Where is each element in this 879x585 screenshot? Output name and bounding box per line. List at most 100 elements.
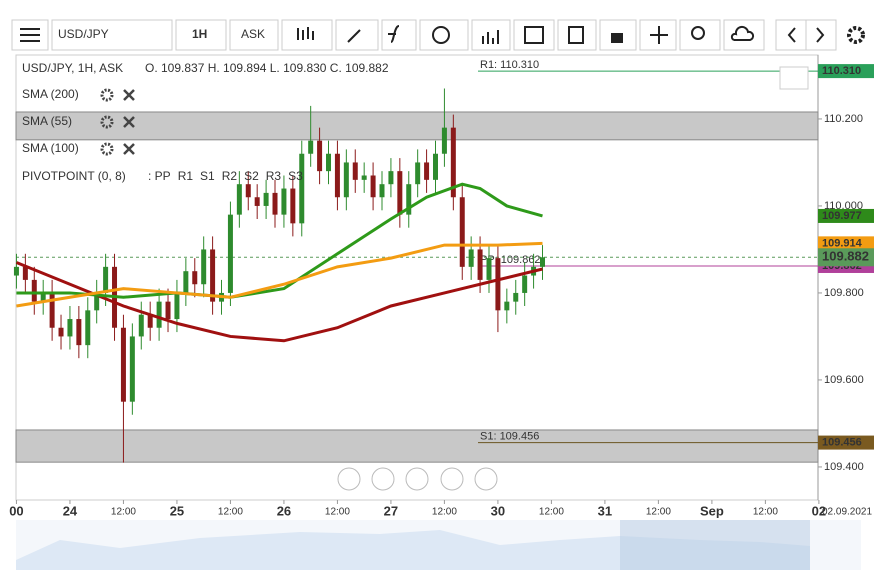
candle-body [156, 301, 162, 328]
sma-line [16, 241, 543, 308]
candle-body [281, 188, 287, 215]
legend-remove-icon[interactable] [123, 143, 135, 155]
candle-body [352, 162, 358, 180]
ohlc-text: O. 109.837 H. 109.894 L. 109.830 C. 109.… [145, 61, 389, 75]
x-tick-label: 26 [277, 503, 291, 518]
x-tick-label: 31 [598, 503, 612, 518]
info-button[interactable] [419, 19, 469, 51]
scroll-left-button[interactable] [337, 467, 361, 491]
candle-body [67, 319, 73, 337]
price-type-select[interactable] [229, 19, 279, 51]
x-tick-label: 24 [63, 503, 78, 518]
candle-body [388, 171, 394, 185]
lock-icon [611, 33, 623, 43]
scroll-right-button[interactable] [474, 467, 498, 491]
pivot-legend-part: R2 [222, 169, 238, 183]
candle-body [424, 162, 430, 180]
zoom-button[interactable] [679, 19, 721, 51]
legend: USD/JPY, 1H, ASK O. 109.837 H. 109.894 L… [22, 61, 389, 183]
x-tick-label: 12:00 [432, 507, 457, 518]
plot: R1: 110.310 PP: 109.862 S1: 109.456 [13, 59, 819, 463]
candle-body [85, 310, 91, 346]
sma-line [16, 182, 543, 299]
legend-entry: SMA (200) [22, 87, 79, 101]
candle-body [415, 162, 421, 185]
next-button[interactable] [805, 19, 837, 51]
indicator-button[interactable] [381, 19, 417, 51]
candle-body [138, 314, 144, 337]
x-tick-label: 12:00 [111, 507, 136, 518]
cloud-button[interactable] [723, 19, 765, 51]
candle-body [441, 127, 447, 154]
sma-line [15, 261, 543, 343]
x-tick-label: 25 [170, 503, 184, 518]
info-icon [432, 26, 450, 44]
candle-body [227, 214, 233, 293]
candle-body [263, 192, 269, 206]
pivot-legend-part: S3 [288, 169, 303, 183]
legend-entry: SMA (100) [22, 141, 79, 155]
prev-button[interactable] [775, 19, 807, 51]
navigation-controls [337, 467, 498, 491]
news-button[interactable] [557, 19, 597, 51]
legend-settings-icon[interactable] [100, 88, 114, 102]
candle-body [468, 249, 474, 267]
candle-body [76, 319, 82, 346]
navigator-window[interactable] [620, 520, 810, 570]
candle-body [433, 153, 439, 180]
candle-body [49, 292, 55, 328]
reset-button[interactable] [405, 467, 429, 491]
candle-body [450, 127, 456, 198]
candle-body [290, 188, 296, 224]
price-tag-label: 109.456 [822, 436, 862, 448]
pivot-label: S1: 109.456 [480, 430, 539, 442]
y-tick-label: 109.800 [824, 287, 864, 299]
pivot-legend-part: S2 [244, 169, 259, 183]
candle-body [539, 257, 545, 267]
candle-body [254, 197, 260, 206]
bars-icon [482, 30, 499, 44]
candle-body [40, 292, 46, 302]
x-tick-label: 12:00 [753, 507, 778, 518]
candle-body [495, 258, 501, 311]
price-type: ASK [241, 27, 265, 41]
price-tag [818, 248, 874, 267]
settings-button[interactable] [847, 26, 865, 44]
y-tick-label: 110.000 [824, 200, 863, 212]
chart-header: USD/JPY, 1H, ASK [22, 61, 123, 75]
candle-body [361, 175, 367, 180]
x-tick-label: 12:00 [539, 507, 564, 518]
x-tick-label: Sep [700, 503, 724, 518]
draw-button[interactable] [335, 19, 379, 51]
zoom-in-button[interactable] [440, 467, 464, 491]
interval-select[interactable] [175, 19, 227, 51]
news-icon [568, 26, 584, 44]
x-tick-label: 27 [384, 503, 398, 518]
volume-button[interactable] [471, 19, 511, 51]
legend-remove-icon[interactable] [123, 89, 135, 101]
candle-body [103, 266, 109, 293]
candle-body [183, 271, 189, 293]
legend-remove-icon[interactable] [123, 116, 135, 128]
candle-body [308, 140, 314, 154]
candle-body [459, 197, 465, 267]
date-label: 02.09.2021 [822, 507, 872, 518]
calendar-icon [524, 26, 544, 44]
candle-body [192, 271, 198, 285]
zoom-icon [691, 26, 705, 40]
legend-settings-icon[interactable] [100, 115, 114, 129]
navigator-area [16, 530, 810, 570]
candle-body [334, 153, 340, 198]
x-tick-label: 30 [491, 503, 505, 518]
legend-settings-icon[interactable] [100, 142, 114, 156]
fullscreen-button[interactable] [779, 66, 809, 90]
crosshair-icon [650, 26, 668, 44]
next-icon [816, 27, 825, 43]
candles-icon [297, 27, 314, 40]
symbol-select[interactable] [51, 19, 173, 51]
candle-body [94, 292, 100, 311]
calendar-button[interactable] [513, 19, 555, 51]
zoom-out-button[interactable] [371, 467, 395, 491]
pivot-legend-part: : PP [148, 169, 171, 183]
price-tag [818, 236, 874, 251]
